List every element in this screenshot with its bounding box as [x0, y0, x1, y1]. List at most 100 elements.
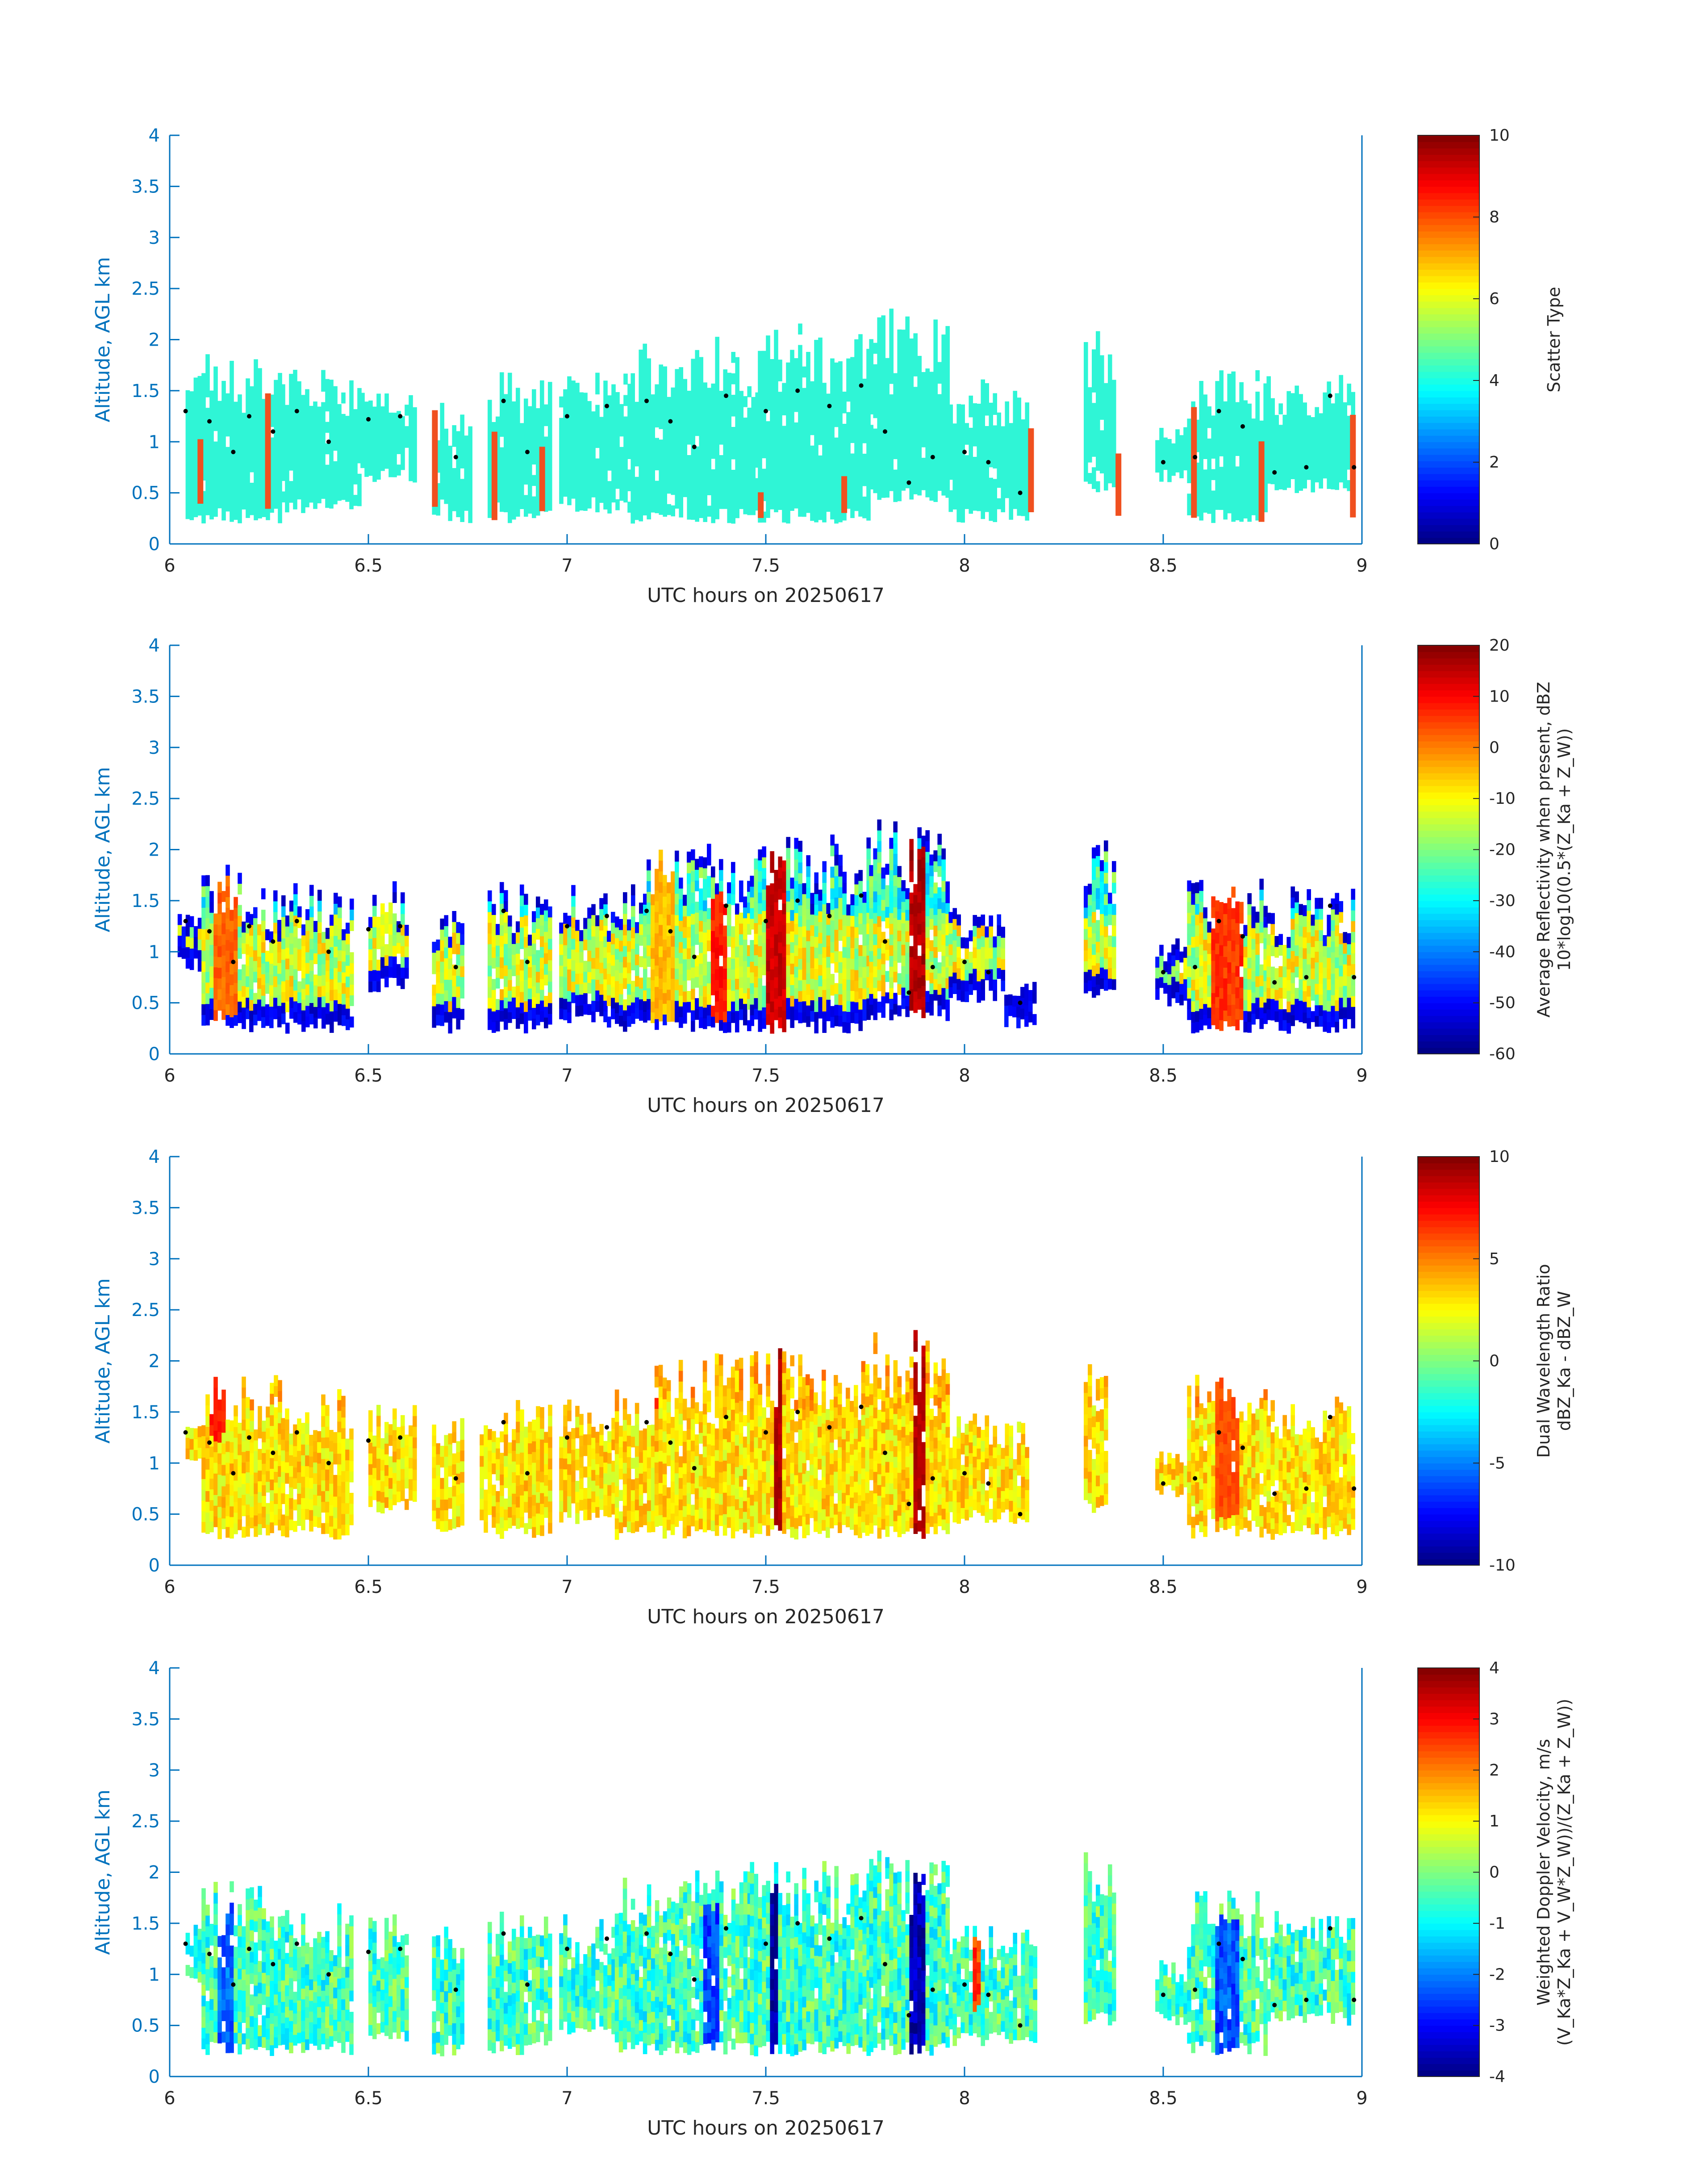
heatmap-cell	[221, 966, 226, 977]
heatmap-cell	[1231, 403, 1236, 415]
heatmap-cell	[925, 894, 930, 906]
heatmap-cell	[818, 890, 823, 901]
heatmap-cell	[575, 994, 580, 1006]
heatmap-cell	[372, 916, 377, 928]
heatmap-cell	[305, 453, 309, 465]
heatmap-cell	[1092, 414, 1096, 425]
heatmap-cell	[850, 937, 855, 948]
heatmap-cell	[818, 986, 823, 997]
heatmap-cell	[858, 1009, 863, 1020]
heatmap-cell	[317, 922, 322, 933]
x-tick-label: 6	[164, 556, 175, 576]
heatmap-cell	[798, 905, 802, 916]
heatmap-cell	[766, 443, 770, 454]
heatmap-cell	[532, 389, 536, 401]
heatmap-cell	[1219, 445, 1224, 456]
heatmap-cell	[758, 1021, 762, 1032]
heatmap-cell	[436, 971, 440, 983]
heatmap-cell	[619, 994, 623, 1005]
heatmap-cell	[1017, 472, 1021, 484]
heatmap-cell	[1331, 425, 1335, 436]
heatmap-cell	[754, 976, 758, 988]
heatmap-cell	[607, 395, 612, 406]
heatmap-cell	[699, 1017, 703, 1028]
heatmap-cell	[409, 459, 413, 471]
heatmap-cell	[185, 497, 190, 509]
heatmap-cell	[532, 421, 536, 433]
heatmap-cell	[889, 341, 894, 352]
heatmap-cell	[635, 954, 639, 965]
heatmap-cell	[436, 961, 440, 972]
heatmap-cell	[881, 390, 885, 401]
heatmap-cell	[750, 994, 754, 1005]
heatmap-cell	[647, 444, 651, 455]
heatmap-cell	[432, 963, 436, 974]
y-tick-label: 2.5	[131, 279, 160, 299]
heatmap-cell	[281, 405, 285, 417]
heatmap-cell	[567, 1001, 572, 1013]
heatmap-cell	[524, 430, 528, 442]
heatmap-cell	[838, 404, 843, 415]
heatmap-cell	[707, 983, 711, 994]
heatmap-cell	[719, 401, 723, 413]
heatmap-cell	[762, 943, 766, 954]
heatmap-cell	[889, 913, 894, 924]
heatmap-cell	[1263, 405, 1268, 416]
heatmap-cell	[345, 437, 350, 448]
heatmap-cell	[858, 452, 863, 463]
heatmap-cell	[376, 458, 381, 469]
heatmap-cell	[806, 877, 810, 888]
heatmap-cell	[937, 898, 942, 909]
heatmap-cell	[810, 903, 814, 915]
colorbar-swatch	[1418, 435, 1479, 443]
heatmap-cell-high-value	[1115, 453, 1122, 516]
heatmap-cell	[1179, 456, 1184, 468]
heatmap-cell	[917, 956, 922, 967]
heatmap-cell	[877, 852, 881, 863]
heatmap-cell	[707, 463, 711, 474]
heatmap-cell	[766, 949, 770, 961]
heatmap-cell	[368, 928, 373, 939]
heatmap-cell	[544, 447, 548, 459]
heatmap-cell	[711, 405, 715, 416]
heatmap-cell	[933, 330, 938, 342]
heatmap-cell	[822, 426, 827, 437]
heatmap-cell	[330, 925, 334, 936]
heatmap-cell	[528, 945, 532, 957]
heatmap-cell	[667, 461, 671, 472]
heatmap-cell	[675, 915, 679, 926]
heatmap-cell	[727, 447, 731, 459]
heatmap-cell	[488, 986, 492, 998]
heatmap-cell	[877, 317, 881, 329]
heatmap-cell	[925, 852, 930, 863]
heatmap-cell	[595, 1001, 600, 1012]
heatmap-cell	[346, 955, 350, 966]
heatmap-cell	[1013, 391, 1017, 402]
heatmap-cell	[679, 506, 683, 518]
heatmap-cell	[281, 384, 285, 396]
heatmap-cell	[929, 447, 934, 458]
heatmap-cell	[854, 1012, 859, 1024]
heatmap-cell	[683, 389, 687, 401]
heatmap-cell	[317, 965, 322, 976]
heatmap-cell	[834, 919, 839, 930]
heatmap-cell	[334, 903, 338, 915]
heatmap-cell	[281, 938, 286, 949]
heatmap-cell	[1183, 438, 1188, 449]
heatmap-cell	[873, 471, 877, 483]
heatmap-cell	[631, 1013, 635, 1024]
heatmap-cell	[234, 982, 238, 994]
heatmap-cell	[262, 442, 266, 453]
heatmap-cell	[238, 459, 242, 470]
heatmap-cell	[735, 914, 739, 925]
heatmap-cell	[559, 428, 564, 440]
heatmap-cell	[524, 936, 528, 948]
heatmap-cell	[334, 957, 338, 968]
heatmap-cell	[1112, 476, 1116, 488]
heatmap-cell	[246, 944, 250, 955]
heatmap-cell	[285, 437, 289, 448]
heatmap-cell	[1096, 449, 1100, 460]
heatmap-cell	[1347, 437, 1351, 448]
heatmap-cell	[770, 488, 774, 499]
